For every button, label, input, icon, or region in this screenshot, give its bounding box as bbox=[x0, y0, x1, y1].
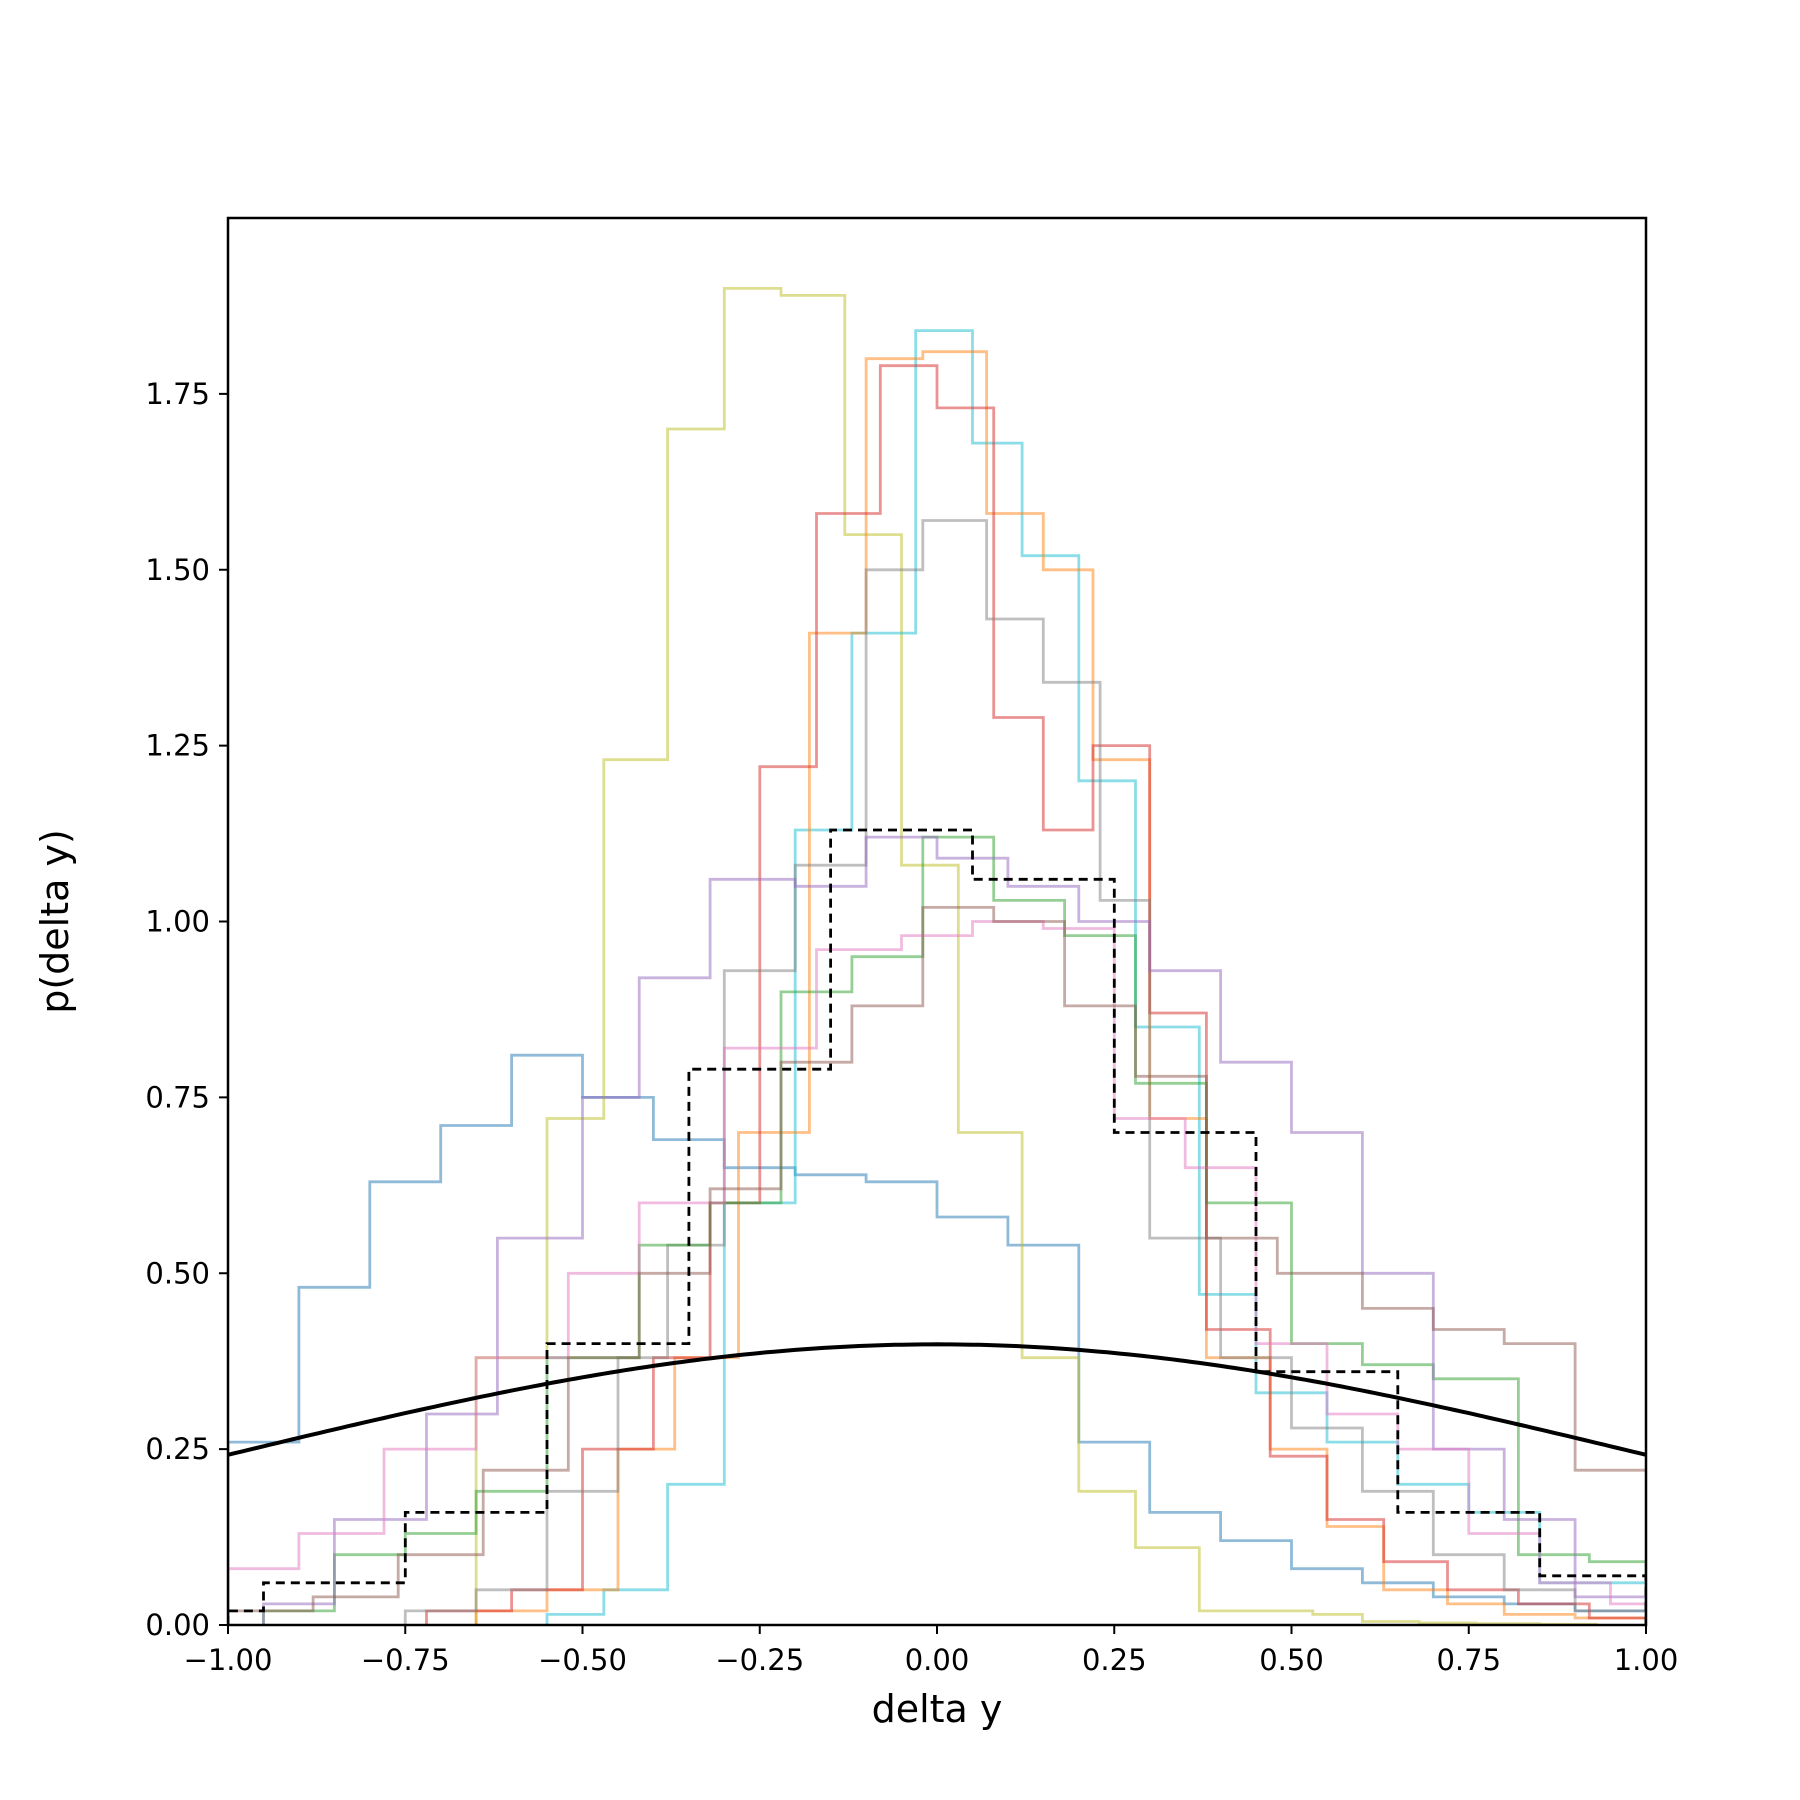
y-axis-title: p(delta y) bbox=[33, 829, 77, 1014]
y-tick-label: 1.50 bbox=[145, 553, 210, 587]
reference-histogram bbox=[228, 828, 1646, 1625]
gaussian-curve bbox=[228, 1342, 1646, 1457]
histogram-series-3 bbox=[474, 350, 1646, 1625]
x-tick-label: 0.25 bbox=[1082, 1643, 1147, 1677]
histogram-series-0 bbox=[228, 1053, 1646, 1625]
x-tick-label: −1.00 bbox=[184, 1643, 273, 1677]
x-tick-label: −0.50 bbox=[538, 1643, 627, 1677]
series-layer bbox=[228, 287, 1646, 1625]
plot-area: −1.00 −0.75 −0.50 −0.25 0.00 0.25 0.50 0.75 1.00… bbox=[145, 216, 1679, 1677]
histogram-series-5 bbox=[403, 519, 1646, 1625]
y-tick-label: 1.75 bbox=[145, 377, 210, 411]
y-axis: 0.00 0.25 0.50 0.75 1.00 1.25 1.50 1.75 bbox=[145, 377, 228, 1642]
x-tick-label: 0.50 bbox=[1259, 1643, 1324, 1677]
x-tick-label: 1.00 bbox=[1614, 1643, 1679, 1677]
y-tick-label: 1.00 bbox=[145, 905, 210, 939]
y-tick-label: 0.25 bbox=[145, 1432, 210, 1466]
y-tick-label: 0.75 bbox=[145, 1080, 210, 1114]
x-axis-title: delta y bbox=[872, 1687, 1003, 1731]
histogram-series-9 bbox=[228, 906, 1646, 1625]
y-tick-label: 1.25 bbox=[145, 729, 210, 763]
x-tick-label: −0.75 bbox=[361, 1643, 450, 1677]
y-tick-label: 0.50 bbox=[145, 1256, 210, 1290]
histogram-series-1 bbox=[474, 287, 1598, 1625]
y-tick-label: 0.00 bbox=[145, 1608, 210, 1642]
x-tick-label: −0.25 bbox=[715, 1643, 804, 1677]
x-tick-label: 0.00 bbox=[905, 1643, 970, 1677]
histogram-series-7 bbox=[262, 835, 1646, 1625]
x-axis: −1.00 −0.75 −0.50 −0.25 0.00 0.25 0.50 0.75 1.00 bbox=[184, 1625, 1679, 1677]
histogram-series-2 bbox=[545, 329, 1646, 1625]
histogram-series-4 bbox=[425, 364, 1646, 1625]
histogram-series-6 bbox=[262, 835, 1646, 1625]
x-tick-label: 0.75 bbox=[1436, 1643, 1501, 1677]
